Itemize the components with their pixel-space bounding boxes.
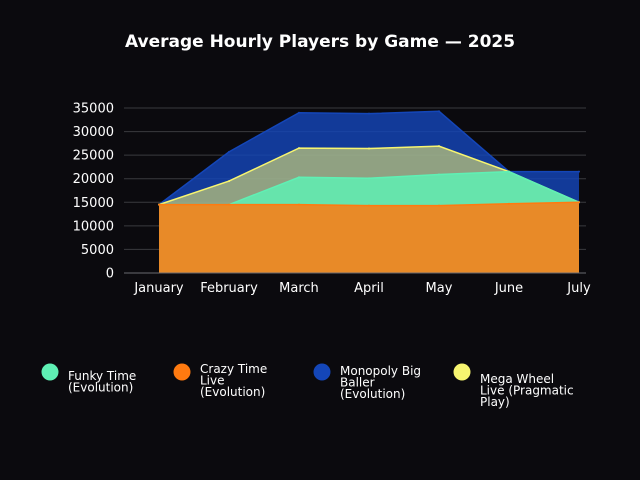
series-area bbox=[159, 202, 579, 273]
data-point bbox=[508, 202, 510, 205]
data-point bbox=[298, 147, 300, 150]
chart-title: Average Hourly Players by Game — 2025 bbox=[125, 32, 515, 52]
data-point bbox=[298, 111, 300, 114]
data-point bbox=[438, 173, 440, 176]
y-tick-label: 30000 bbox=[73, 125, 114, 140]
legend-marker bbox=[313, 363, 331, 381]
legend-marker bbox=[173, 363, 191, 381]
legend-label: Crazy Time Live (Evolution) bbox=[200, 362, 267, 399]
legend: Funky Time (Evolution) Crazy Time Live (Evol… bbox=[41, 362, 574, 409]
data-point bbox=[228, 150, 230, 153]
data-point bbox=[368, 112, 370, 115]
x-tick-label: July bbox=[566, 281, 591, 296]
series-areas bbox=[158, 110, 580, 273]
data-point bbox=[438, 145, 440, 148]
x-tick-label: March bbox=[279, 281, 319, 296]
x-tick-label: May bbox=[426, 281, 453, 296]
y-tick-label: 10000 bbox=[73, 219, 114, 234]
data-point bbox=[578, 201, 580, 204]
y-tick-label: 25000 bbox=[73, 149, 114, 164]
data-point bbox=[368, 204, 370, 207]
legend-label: Monopoly Big Baller (Evolution) bbox=[340, 364, 421, 401]
axes: 0 5000 10000 15000 20000 25000 30000 35000 Janua… bbox=[73, 102, 591, 297]
data-point bbox=[368, 177, 370, 180]
data-point bbox=[578, 170, 580, 173]
data-point bbox=[298, 176, 300, 179]
data-point bbox=[228, 180, 230, 183]
y-tick-label: 5000 bbox=[81, 243, 114, 258]
x-tick-label: June bbox=[494, 281, 523, 296]
x-tick-label: February bbox=[200, 281, 258, 296]
legend-label: Mega Wheel Live (Pragmatic Play) bbox=[480, 372, 574, 409]
legend-marker bbox=[41, 363, 59, 381]
legend-marker bbox=[453, 363, 471, 381]
x-tick-label: January bbox=[133, 281, 184, 296]
y-tick-label: 35000 bbox=[73, 102, 114, 117]
x-tick-label: April bbox=[354, 281, 384, 296]
data-point bbox=[438, 204, 440, 207]
data-point bbox=[158, 203, 160, 206]
data-point bbox=[508, 170, 510, 173]
legend-label: Funky Time (Evolution) bbox=[68, 369, 136, 395]
y-tick-label: 15000 bbox=[73, 196, 114, 211]
data-point bbox=[228, 203, 230, 206]
y-tick-label: 20000 bbox=[73, 172, 114, 187]
data-point bbox=[368, 147, 370, 150]
y-tick-label: 0 bbox=[106, 267, 114, 282]
data-point bbox=[438, 110, 440, 113]
data-point bbox=[298, 203, 300, 206]
